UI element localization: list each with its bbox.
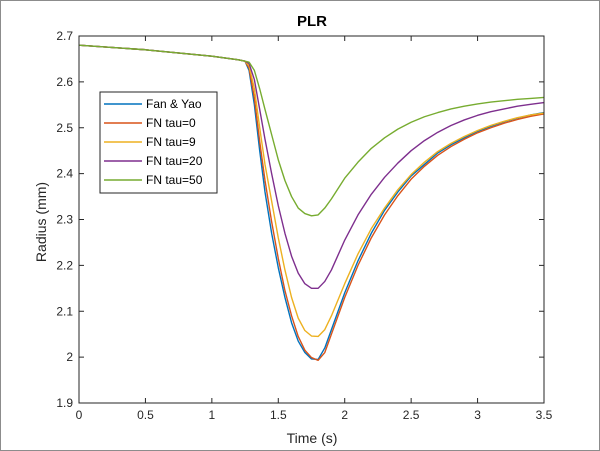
series-line-3 bbox=[78, 44, 545, 338]
x-axis-label: Time (s) bbox=[287, 430, 338, 446]
series-line-5 bbox=[78, 44, 545, 217]
legend-label-3: FN tau=9 bbox=[146, 135, 196, 149]
series-line-2 bbox=[78, 44, 545, 362]
plot-background bbox=[79, 36, 544, 403]
x-tick-label: 1 bbox=[209, 408, 216, 422]
legend: Fan & Yao FN tau=0 FN tau=9 FN tau=20 FN tau… bbox=[99, 91, 218, 194]
y-tick-label: 1.9 bbox=[56, 396, 73, 410]
y-tick-label: 2.4 bbox=[56, 167, 73, 181]
y-axis-label: Radius (mm) bbox=[33, 182, 49, 262]
x-tick-label: 0.5 bbox=[137, 408, 154, 422]
series-lines bbox=[78, 44, 545, 362]
series-line-1 bbox=[78, 44, 545, 361]
x-tick-label: 3.5 bbox=[536, 408, 553, 422]
y-tick-label: 2.5 bbox=[56, 121, 73, 135]
y-tick-label: 2.7 bbox=[56, 29, 73, 43]
axes: 0 0.5 1 1.5 2 2.5 3 3.5 1.9 2 2.1 2.2 2.3 2.4 2.5 2.6 2.… bbox=[56, 29, 552, 422]
y-tick-label: 2.3 bbox=[56, 213, 73, 227]
chart-title: PLR bbox=[297, 13, 327, 30]
x-tick-label: 2 bbox=[341, 408, 348, 422]
legend-label-4: FN tau=20 bbox=[146, 154, 203, 168]
legend-label-5: FN tau=50 bbox=[146, 173, 203, 187]
plot-area bbox=[79, 36, 544, 403]
x-tick-label: 2.5 bbox=[403, 408, 420, 422]
legend-label-2: FN tau=0 bbox=[146, 116, 196, 130]
y-tick-label: 2.1 bbox=[56, 304, 73, 318]
x-tick-label: 1.5 bbox=[270, 408, 287, 422]
series-line-4 bbox=[78, 44, 545, 290]
legend-label-1: Fan & Yao bbox=[146, 97, 202, 111]
x-tick-label: 3 bbox=[474, 408, 481, 422]
x-tick-label: 0 bbox=[76, 408, 83, 422]
y-tick-label: 2.6 bbox=[56, 75, 73, 89]
y-tick-label: 2 bbox=[66, 350, 73, 364]
y-tick-label: 2.2 bbox=[56, 258, 73, 272]
